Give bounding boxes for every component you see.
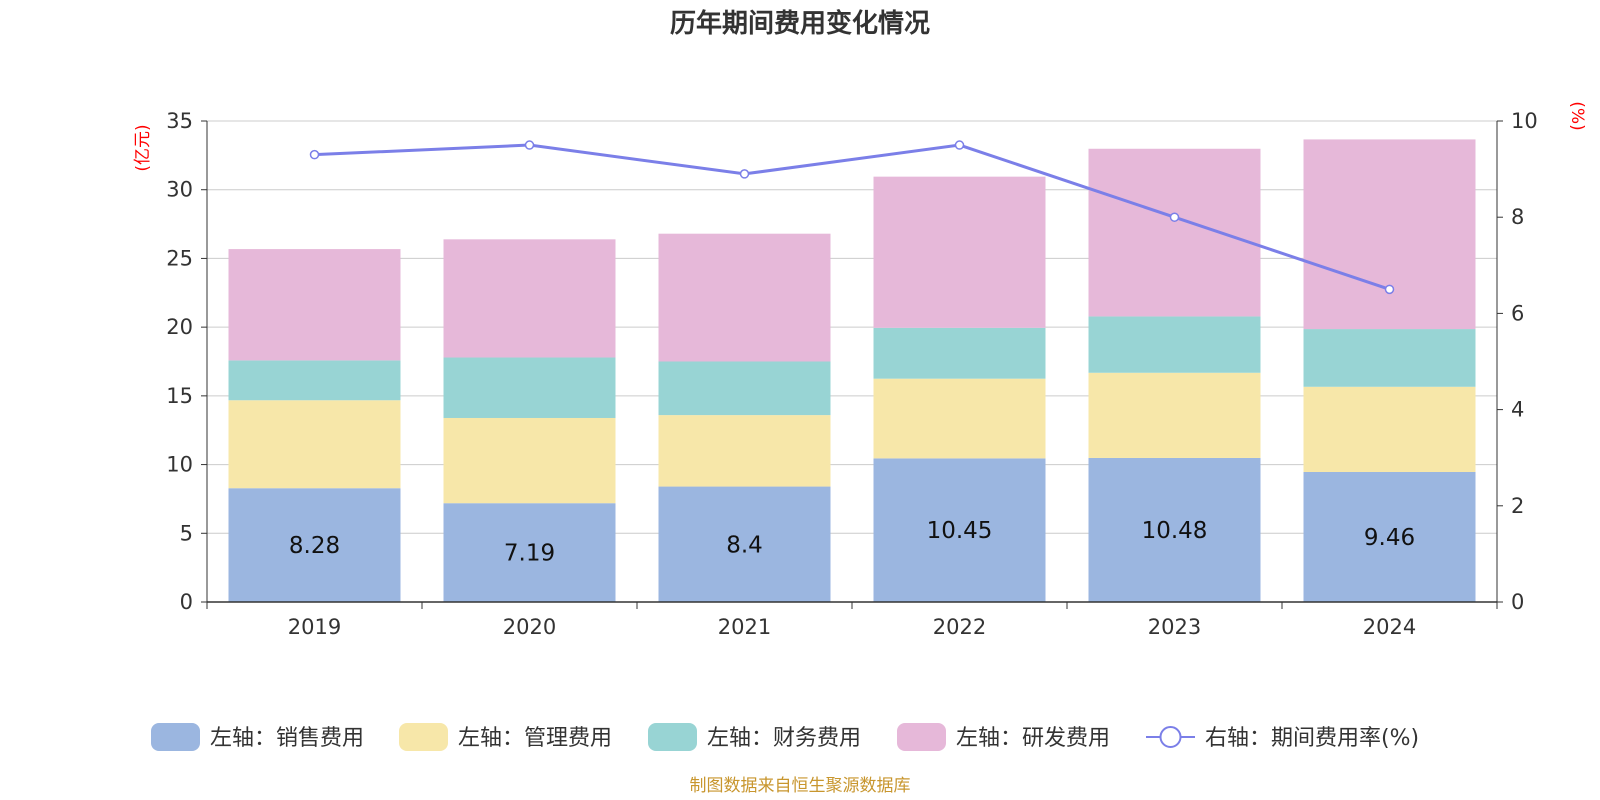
legend-swatch (399, 723, 448, 751)
bar-segment (1088, 372, 1261, 458)
bar-segment (1088, 457, 1261, 602)
legend-swatch (648, 723, 697, 751)
axes: 0 5 10 15 20 25 30 35 0 2 4 6 8 10 2019 2020 2021 2022 202… (166, 109, 1537, 639)
left-axis-tick-label: 5 (180, 521, 193, 545)
left-axis-tick-label: 30 (166, 178, 193, 202)
bar-segment (1088, 316, 1261, 373)
right-axis-tick-label: 0 (1511, 590, 1524, 614)
legend-label: 右轴：期间费用率(%) (1205, 726, 1419, 751)
data-label: 9.46 (1364, 525, 1415, 551)
left-axis-tick-label: 35 (166, 109, 193, 133)
grid-lines (207, 120, 1497, 534)
x-axis-tick-label: 2021 (718, 615, 771, 639)
right-axis-tick-label: 4 (1511, 398, 1524, 422)
bar-segment (443, 239, 616, 358)
legend-label: 左轴：财务费用 (707, 726, 861, 751)
left-axis-tick-label: 20 (166, 315, 193, 339)
bar-segment (228, 400, 401, 489)
bars (228, 139, 1476, 602)
x-axis-tick-label: 2020 (503, 615, 556, 639)
x-axis-tick-label: 2022 (933, 615, 986, 639)
left-axis-tick-label: 0 (180, 590, 193, 614)
legend-swatch (897, 723, 946, 751)
bar-segment (228, 488, 401, 602)
rate-line-path (314, 143, 1390, 291)
bar-segment (658, 415, 831, 487)
bar-segment (1303, 139, 1476, 330)
rate-line (309, 140, 1395, 295)
data-label: 8.4 (726, 532, 763, 558)
data-label: 7.19 (504, 541, 555, 567)
chart-title: 历年期间费用变化情况 (670, 8, 930, 39)
bar-segment (873, 378, 1046, 459)
bar-segment (658, 361, 831, 416)
bar-segment (443, 357, 616, 418)
source-note: 制图数据来自恒生聚源数据库 (690, 776, 911, 796)
line-point (309, 149, 320, 160)
data-label: 8.28 (289, 533, 340, 559)
legend-label: 左轴：销售费用 (210, 726, 364, 751)
bar-segment (873, 458, 1046, 602)
legend: 左轴：销售费用 左轴：管理费用 左轴：财务费用 左轴：研发费用 右轴：期间费用率(%) (151, 723, 1419, 751)
bar-segment (443, 503, 616, 602)
line-point (1169, 212, 1180, 222)
bar-segment (228, 249, 401, 361)
data-labels: 8.28 7.19 8.4 10.45 10.48 9.46 (289, 518, 1415, 567)
left-axis-tick-label: 15 (166, 384, 193, 408)
bar-segment (228, 360, 401, 401)
right-axis-tick-label: 8 (1511, 205, 1524, 229)
bar-segment (1088, 148, 1261, 317)
x-axis-tick-label: 2024 (1363, 615, 1416, 639)
bar-segment (873, 176, 1046, 328)
bar-segment (1303, 386, 1476, 472)
right-axis-tick-label: 10 (1511, 109, 1538, 133)
x-axis-tick-label: 2019 (288, 615, 341, 639)
left-axis-unit: (亿元) (133, 124, 153, 171)
left-axis-tick-label: 25 (166, 246, 193, 270)
bar-segment (658, 233, 831, 362)
bar-segment (658, 486, 831, 602)
bar-segment (443, 417, 616, 504)
line-point (524, 140, 535, 150)
right-axis-unit: (%) (1567, 101, 1587, 130)
x-axis-tick-label: 2023 (1148, 615, 1201, 639)
legend-label: 左轴：研发费用 (956, 726, 1110, 751)
right-axis-tick-label: 6 (1511, 301, 1524, 325)
data-label: 10.48 (1142, 518, 1208, 544)
legend-label: 左轴：管理费用 (458, 726, 612, 751)
line-point (954, 140, 965, 150)
left-axis-tick-label: 10 (166, 453, 193, 477)
line-point (739, 169, 750, 179)
legend-swatch (151, 723, 200, 751)
bar-segment (1303, 471, 1476, 602)
legend-circle-marker (1159, 726, 1182, 748)
line-point (1384, 284, 1395, 295)
bar-segment (873, 327, 1046, 379)
bar-segment (1303, 329, 1476, 387)
right-axis-tick-label: 2 (1511, 494, 1524, 518)
data-label: 10.45 (927, 518, 993, 544)
